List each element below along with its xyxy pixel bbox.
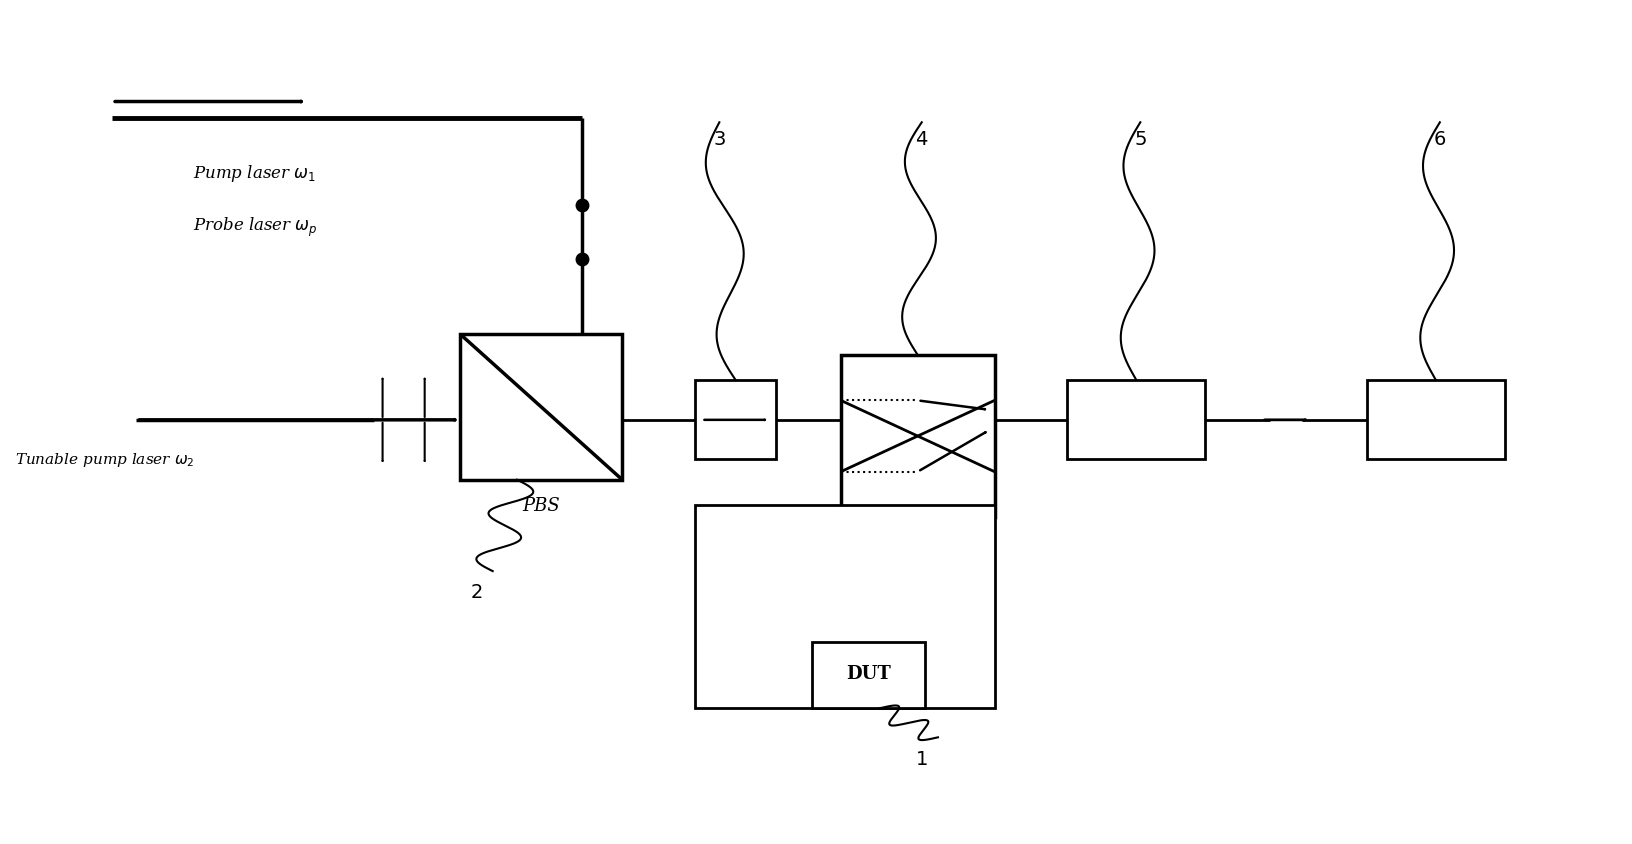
Bar [811, 642, 924, 708]
Text: 6: 6 [1433, 130, 1446, 149]
Text: 1: 1 [916, 749, 927, 768]
Text: Pump laser $\omega_1$: Pump laser $\omega_1$ [193, 163, 317, 183]
Text: 4: 4 [916, 130, 927, 149]
Text: 3: 3 [713, 130, 725, 149]
Bar [840, 355, 994, 517]
Bar [460, 335, 622, 480]
Text: PBS: PBS [522, 497, 560, 515]
Bar [695, 505, 994, 708]
Bar [1366, 381, 1503, 459]
Text: Probe laser $\omega_p$: Probe laser $\omega_p$ [193, 215, 318, 239]
Text: DUT: DUT [845, 664, 889, 683]
Bar [1067, 381, 1204, 459]
Text: Tunable pump laser $\omega_2$: Tunable pump laser $\omega_2$ [15, 451, 194, 468]
Text: 5: 5 [1133, 130, 1146, 149]
Bar [695, 381, 775, 459]
Text: 2: 2 [470, 582, 483, 602]
